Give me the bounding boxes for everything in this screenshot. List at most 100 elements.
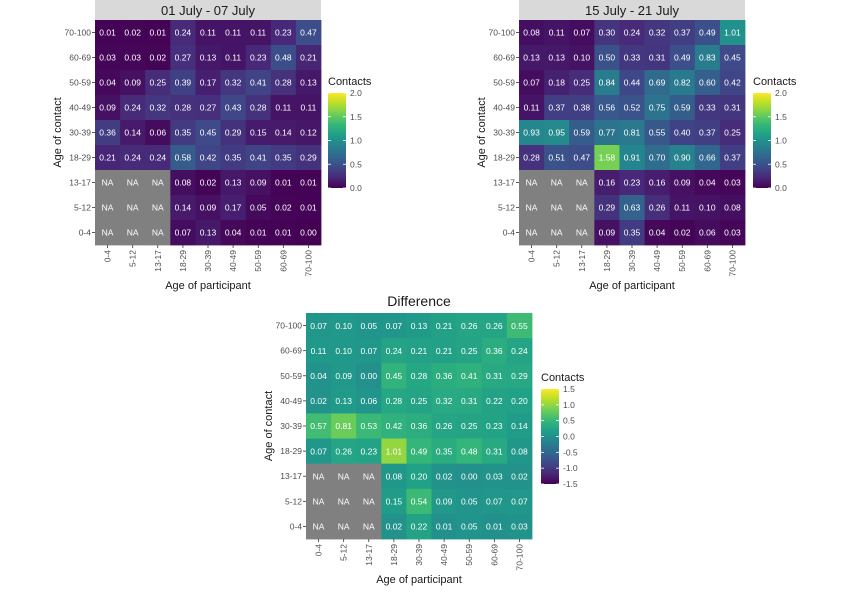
cell-value-label: 0.21 bbox=[436, 346, 453, 356]
x-tick-label: 13-17 bbox=[577, 250, 587, 272]
x-tick-label: 18-29 bbox=[178, 250, 188, 272]
cell-value-label: 0.16 bbox=[649, 178, 666, 188]
cell-value-label: 0.66 bbox=[699, 153, 716, 163]
y-tick-label: 30-39 bbox=[493, 128, 515, 138]
y-tick-label: 13-17 bbox=[69, 178, 91, 188]
cell-value-label: 0.35 bbox=[275, 153, 292, 163]
heatmap-cell bbox=[245, 220, 272, 246]
cell-value-label: 0.13 bbox=[523, 53, 540, 63]
cell-value-label: 0.09 bbox=[124, 78, 141, 88]
cell-value-label: 0.17 bbox=[200, 78, 217, 88]
cell-value-label: 0.21 bbox=[411, 346, 428, 356]
heatmap-cell bbox=[220, 120, 247, 146]
cell-value-label: 0.24 bbox=[511, 346, 528, 356]
heatmap-cell bbox=[145, 120, 171, 146]
cell-value-label: 0.07 bbox=[310, 321, 327, 331]
cell-value-label: 0.49 bbox=[699, 28, 716, 38]
cell-value-label: 0.09 bbox=[200, 203, 217, 213]
heatmap-cell bbox=[431, 388, 458, 414]
x-tick-label: 18-29 bbox=[602, 250, 612, 272]
heatmap-cell bbox=[619, 45, 645, 71]
cell-value-label: 0.25 bbox=[574, 78, 591, 88]
heatmap-cell bbox=[120, 95, 146, 121]
cell-value-label: 0.49 bbox=[674, 53, 691, 63]
cell-value-label: 0.13 bbox=[548, 53, 565, 63]
heatmap-cell bbox=[619, 145, 645, 171]
heatmap-cell bbox=[95, 70, 121, 96]
cell-value-label: 0.30 bbox=[599, 28, 616, 38]
cell-value-label: 0.03 bbox=[486, 471, 503, 481]
cell-value-label: 0.11 bbox=[225, 28, 241, 38]
cell-value-label: 0.10 bbox=[335, 346, 352, 356]
heatmap-cell bbox=[456, 513, 483, 540]
legend-tick-label: 1.0 bbox=[563, 400, 575, 410]
heatmap-cell bbox=[694, 45, 721, 71]
cell-value-label: NA bbox=[127, 228, 139, 238]
heatmap-panel-2: 15 July - 21 July 0.08 0.11 0.07 0.30 0.24 0.3… bbox=[476, 0, 797, 292]
cell-value-label: 0.04 bbox=[699, 178, 716, 188]
heatmap-cell bbox=[481, 313, 508, 339]
cell-value-label: 0.25 bbox=[461, 346, 478, 356]
cell-value-label: 0.84 bbox=[599, 78, 616, 88]
heatmap-cell bbox=[669, 45, 696, 71]
cell-value-label: 0.44 bbox=[624, 78, 641, 88]
cell-value-label: 0.29 bbox=[511, 371, 528, 381]
cell-value-label: 0.33 bbox=[699, 103, 716, 113]
heatmap-cell bbox=[295, 145, 322, 171]
heatmap-cell bbox=[145, 45, 171, 71]
y-tick-label: 50-59 bbox=[69, 78, 91, 88]
heatmap-cell bbox=[381, 388, 407, 414]
cell-value-label: NA bbox=[338, 522, 350, 532]
heatmap-cell bbox=[220, 45, 247, 71]
heatmap-cell bbox=[245, 170, 272, 196]
heatmap-cell bbox=[569, 195, 595, 221]
cell-value-label: 0.24 bbox=[624, 28, 641, 38]
heatmap-cell bbox=[644, 95, 671, 121]
cell-value-label: 0.25 bbox=[724, 128, 741, 138]
cell-value-label: 0.03 bbox=[511, 522, 528, 532]
cell-value-label: 0.06 bbox=[361, 396, 378, 406]
cell-value-label: NA bbox=[152, 178, 164, 188]
heatmap-cell bbox=[381, 463, 407, 490]
x-axis-title: Age of participant bbox=[589, 280, 675, 292]
heatmap-cell bbox=[120, 20, 146, 46]
legend-tick-label: 1.5 bbox=[563, 384, 575, 394]
legend-tick-label: 0.0 bbox=[350, 183, 362, 193]
heatmap-cell bbox=[544, 195, 570, 221]
heatmap-cell bbox=[594, 170, 620, 196]
heatmap-cell bbox=[245, 45, 272, 71]
cell-value-label: 0.27 bbox=[175, 53, 192, 63]
cell-value-label: 0.28 bbox=[275, 78, 292, 88]
y-axis-title: Age of contact bbox=[52, 97, 64, 167]
y-axis-title: Age of contact bbox=[263, 391, 275, 461]
cell-value-label: 0.77 bbox=[599, 128, 616, 138]
cell-value-label: 0.23 bbox=[361, 446, 378, 456]
heatmap-cell bbox=[170, 220, 196, 246]
heatmap-cell bbox=[506, 438, 533, 465]
heatmap-cell bbox=[519, 20, 545, 46]
cell-value-label: 0.33 bbox=[624, 53, 641, 63]
cell-value-label: 0.26 bbox=[436, 421, 453, 431]
heatmap-cell bbox=[270, 120, 297, 146]
heatmap-cell bbox=[406, 313, 432, 339]
heatmap-cell bbox=[456, 313, 483, 339]
cell-value-label: 0.13 bbox=[200, 228, 217, 238]
cell-value-label: 0.36 bbox=[486, 346, 503, 356]
heatmap-cell bbox=[356, 413, 382, 439]
cell-value-label: 0.31 bbox=[486, 371, 503, 381]
cell-value-label: 0.26 bbox=[461, 321, 478, 331]
heatmap-cell bbox=[594, 45, 620, 71]
heatmap-cell bbox=[195, 70, 221, 96]
heatmap-cell bbox=[506, 363, 533, 389]
cell-value-label: 0.24 bbox=[124, 103, 141, 113]
cell-value-label: 0.01 bbox=[275, 178, 292, 188]
legend-title: Contacts bbox=[541, 372, 585, 384]
cell-value-label: 0.26 bbox=[335, 446, 352, 456]
legend-colorbar bbox=[328, 93, 346, 188]
cell-value-label: 0.01 bbox=[275, 228, 292, 238]
heatmap-cell bbox=[220, 70, 247, 96]
cell-value-label: 0.55 bbox=[649, 128, 666, 138]
cell-value-label: 0.37 bbox=[674, 28, 691, 38]
cell-value-label: 0.24 bbox=[124, 153, 141, 163]
cell-value-label: 0.17 bbox=[225, 203, 242, 213]
